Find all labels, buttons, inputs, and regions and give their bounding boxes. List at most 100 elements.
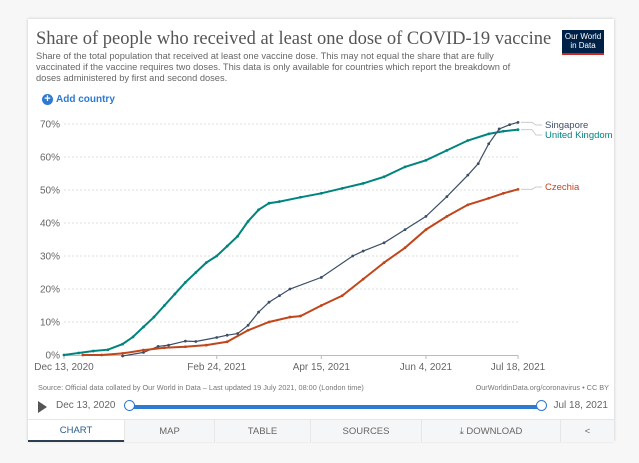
data-point xyxy=(278,200,281,203)
series-label: Singapore xyxy=(545,120,588,131)
data-point xyxy=(91,349,95,353)
data-point xyxy=(382,241,386,245)
data-point xyxy=(516,128,520,132)
data-point xyxy=(215,254,219,258)
data-point xyxy=(131,335,135,339)
data-point xyxy=(340,294,344,297)
share-icon[interactable]: < xyxy=(560,420,614,442)
data-point xyxy=(466,203,470,207)
data-point xyxy=(319,304,323,307)
data-point xyxy=(183,281,187,284)
data-point xyxy=(487,132,491,136)
data-point xyxy=(288,315,292,319)
data-point xyxy=(516,187,520,191)
data-point xyxy=(81,353,85,357)
data-point xyxy=(142,350,145,354)
data-point xyxy=(215,336,219,339)
x-tick-label: Jun 4, 2021 xyxy=(400,362,453,373)
data-point xyxy=(403,165,407,169)
y-tick-label: 70% xyxy=(40,120,60,131)
timeline-end-handle[interactable] xyxy=(536,400,547,411)
data-point xyxy=(121,354,124,358)
data-point xyxy=(403,246,407,250)
play-icon[interactable] xyxy=(38,401,47,413)
data-point xyxy=(466,139,470,142)
data-point xyxy=(424,215,428,218)
label-connector xyxy=(521,121,542,126)
data-point xyxy=(487,142,491,146)
series-label: United Kingdom xyxy=(545,130,613,141)
data-point xyxy=(445,215,449,218)
data-point xyxy=(361,182,365,185)
logo-line2: in Data xyxy=(570,41,596,50)
data-point xyxy=(445,195,449,199)
data-point xyxy=(361,277,365,281)
data-point xyxy=(319,191,323,195)
data-point xyxy=(246,219,250,223)
source-note: Source: Official data collated by Our Wo… xyxy=(38,383,364,392)
data-point xyxy=(163,346,166,350)
data-point xyxy=(466,173,470,177)
label-connector xyxy=(521,186,542,190)
data-point xyxy=(204,261,208,264)
data-point xyxy=(246,328,250,332)
data-point xyxy=(257,208,260,212)
tab-bar: CHART MAP TABLE SOURCES ⤓ DOWNLOAD < xyxy=(28,419,614,442)
data-point xyxy=(501,129,505,133)
data-point xyxy=(225,244,229,248)
tab-map[interactable]: MAP xyxy=(124,420,214,442)
data-point xyxy=(106,348,110,352)
data-point xyxy=(225,340,229,344)
data-point xyxy=(204,343,208,347)
timeline: Dec 13, 2020 Jul 18, 2021 xyxy=(38,399,608,415)
timeline-track[interactable] xyxy=(129,405,541,409)
chart-title: Share of people who received at least on… xyxy=(36,29,552,49)
chart-card xyxy=(28,19,614,441)
data-point xyxy=(100,353,104,357)
timeline-start-label: Dec 13, 2020 xyxy=(56,400,116,411)
data-point xyxy=(225,333,229,337)
y-tick-label: 30% xyxy=(40,252,60,263)
license-link[interactable]: OurWorldinData.org/coronavirus • CC BY xyxy=(475,383,609,392)
x-tick-label: Apr 15, 2021 xyxy=(293,362,351,373)
timeline-end-label: Jul 18, 2021 xyxy=(553,400,609,411)
data-point xyxy=(257,310,260,314)
timeline-start-handle[interactable] xyxy=(124,400,135,411)
data-point xyxy=(319,276,323,279)
data-point xyxy=(62,353,66,357)
data-point xyxy=(121,351,124,355)
data-point xyxy=(351,254,355,258)
add-country-button[interactable]: + Add country xyxy=(42,94,115,105)
tab-sources[interactable]: SOURCES xyxy=(310,420,421,442)
data-point xyxy=(121,342,124,346)
y-tick-label: 50% xyxy=(40,186,60,197)
data-point xyxy=(156,345,160,348)
data-point xyxy=(167,343,171,347)
logo-line1: Our World xyxy=(564,32,602,41)
y-tick-label: 10% xyxy=(40,318,60,329)
tab-download[interactable]: ⤓ DOWNLOAD xyxy=(421,420,560,442)
data-point xyxy=(267,201,271,205)
data-point xyxy=(403,228,407,232)
y-tick-label: 20% xyxy=(40,285,60,296)
data-point xyxy=(194,340,198,343)
data-point xyxy=(476,162,480,166)
tab-chart[interactable]: CHART xyxy=(28,420,124,442)
data-point xyxy=(361,249,365,253)
data-point xyxy=(299,314,302,318)
tab-table[interactable]: TABLE xyxy=(214,420,310,442)
data-point xyxy=(236,332,240,335)
data-point xyxy=(288,287,292,291)
data-point xyxy=(382,175,386,179)
data-point xyxy=(278,294,281,297)
data-point xyxy=(183,339,187,343)
data-point xyxy=(487,196,491,200)
owid-logo[interactable]: Our World in Data xyxy=(562,30,604,55)
data-point xyxy=(424,228,428,232)
data-point xyxy=(183,345,187,349)
data-point xyxy=(246,323,250,327)
plus-circle-icon: + xyxy=(42,94,53,105)
data-point xyxy=(508,123,512,127)
data-point xyxy=(501,191,505,195)
